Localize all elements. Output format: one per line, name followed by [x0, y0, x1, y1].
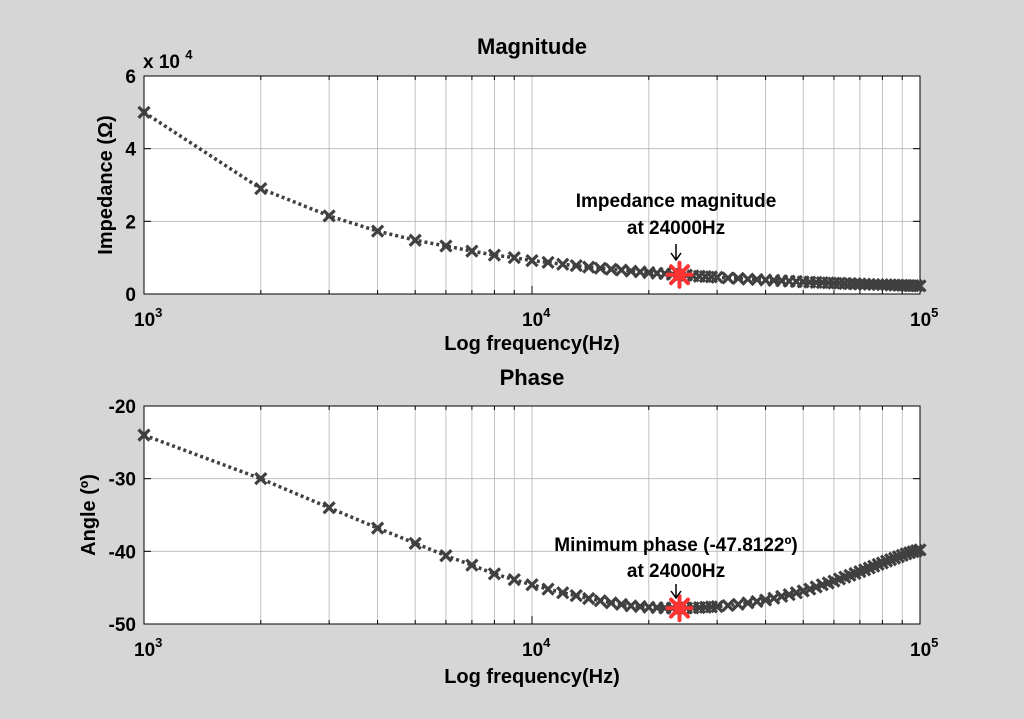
- x-tick-label: 105: [910, 635, 938, 661]
- data-point: [593, 261, 607, 275]
- phase-annotation-line1: Minimum phase (-47.8122º): [554, 535, 797, 556]
- data-point: [507, 251, 521, 265]
- data-point: [408, 536, 422, 550]
- data-point: [556, 586, 570, 600]
- data-point: [721, 598, 735, 613]
- data-point: [487, 248, 502, 262]
- data-point: [731, 597, 745, 612]
- data-point: [582, 260, 596, 274]
- magnitude-annotation-line2: at 24000Hz: [627, 218, 725, 239]
- data-point: [525, 578, 539, 592]
- data-point: [710, 270, 724, 284]
- y-tick-label: -50: [109, 615, 136, 636]
- data-point: [254, 182, 268, 196]
- y-tick-label: -30: [109, 470, 136, 491]
- data-point: [909, 279, 924, 293]
- phase-ticks: -50 -40 -30 -20 103 104 105: [109, 397, 939, 661]
- data-point: [439, 239, 453, 253]
- highlight-point: [665, 594, 694, 623]
- data-point: [487, 567, 502, 581]
- magnitude-exponent-power: 4: [185, 47, 193, 62]
- x-tick-label: 104: [522, 305, 551, 331]
- magnitude-ylabel: Impedance (Ω): [95, 115, 117, 254]
- data-point: [913, 543, 927, 557]
- data-point: [137, 428, 151, 442]
- data-point: [370, 224, 385, 238]
- magnitude-ticks: 0 2 4 6 103 104 105: [125, 67, 938, 331]
- magnitude-highlight: [665, 260, 694, 289]
- data-point: [408, 233, 422, 247]
- magnitude-xlabel: Log frequency(Hz): [444, 333, 620, 355]
- data-point: [582, 591, 596, 606]
- data-point: [909, 543, 924, 558]
- phase-xlabel: Log frequency(Hz): [444, 666, 620, 688]
- data-point: [439, 549, 453, 563]
- x-tick-label: 103: [134, 635, 162, 661]
- data-point: [541, 255, 555, 270]
- x-tick-label: 105: [910, 305, 938, 331]
- y-tick-label: -20: [109, 397, 136, 418]
- phase-chart: -50 -40 -30 -20 103 104 105 Phase Angle (º) Lo…: [78, 365, 938, 688]
- data-point: [541, 582, 555, 596]
- magnitude-series: [137, 105, 927, 293]
- data-point: [525, 253, 539, 268]
- phase-highlight: [665, 594, 694, 623]
- magnitude-chart: 0 2 4 6 103 104 105 Magnitude x 10 4 Impedance…: [95, 34, 938, 355]
- phase-ylabel: Angle (º): [78, 474, 100, 556]
- data-point: [593, 594, 607, 608]
- data-point: [254, 472, 268, 486]
- phase-series: [137, 428, 927, 615]
- x-tick-label: 103: [134, 305, 162, 331]
- data-point: [322, 209, 336, 223]
- data-point: [556, 257, 570, 271]
- magnitude-exponent-label: x 10 4: [143, 47, 193, 73]
- magnitude-annotation-line1: Impedance magnitude: [576, 191, 777, 212]
- data-point: [507, 573, 521, 587]
- y-tick-label: 6: [125, 67, 136, 88]
- phase-annotation-line2: at 24000Hz: [627, 561, 725, 582]
- y-tick-label: 2: [125, 212, 136, 233]
- y-tick-label: 0: [125, 285, 136, 306]
- data-point: [710, 599, 724, 614]
- phase-annotation-arrow: [670, 584, 682, 600]
- data-point: [604, 596, 618, 610]
- data-point: [913, 279, 927, 293]
- data-point: [721, 271, 735, 285]
- x-tick-label: 104: [522, 635, 551, 661]
- data-point: [569, 589, 583, 603]
- data-point: [465, 558, 479, 572]
- phase-title: Phase: [500, 365, 565, 390]
- data-point: [569, 259, 583, 273]
- data-point: [137, 105, 151, 119]
- highlight-point: [665, 260, 694, 289]
- magnitude-exponent-base: x 10: [143, 52, 180, 73]
- magnitude-title: Magnitude: [477, 34, 587, 59]
- y-tick-label: -40: [109, 542, 136, 563]
- magnitude-annotation-arrow: [670, 244, 682, 262]
- data-point: [465, 244, 479, 258]
- y-tick-label: 4: [125, 140, 136, 161]
- data-point: [322, 501, 336, 515]
- data-point: [370, 521, 385, 535]
- data-point: [614, 597, 629, 612]
